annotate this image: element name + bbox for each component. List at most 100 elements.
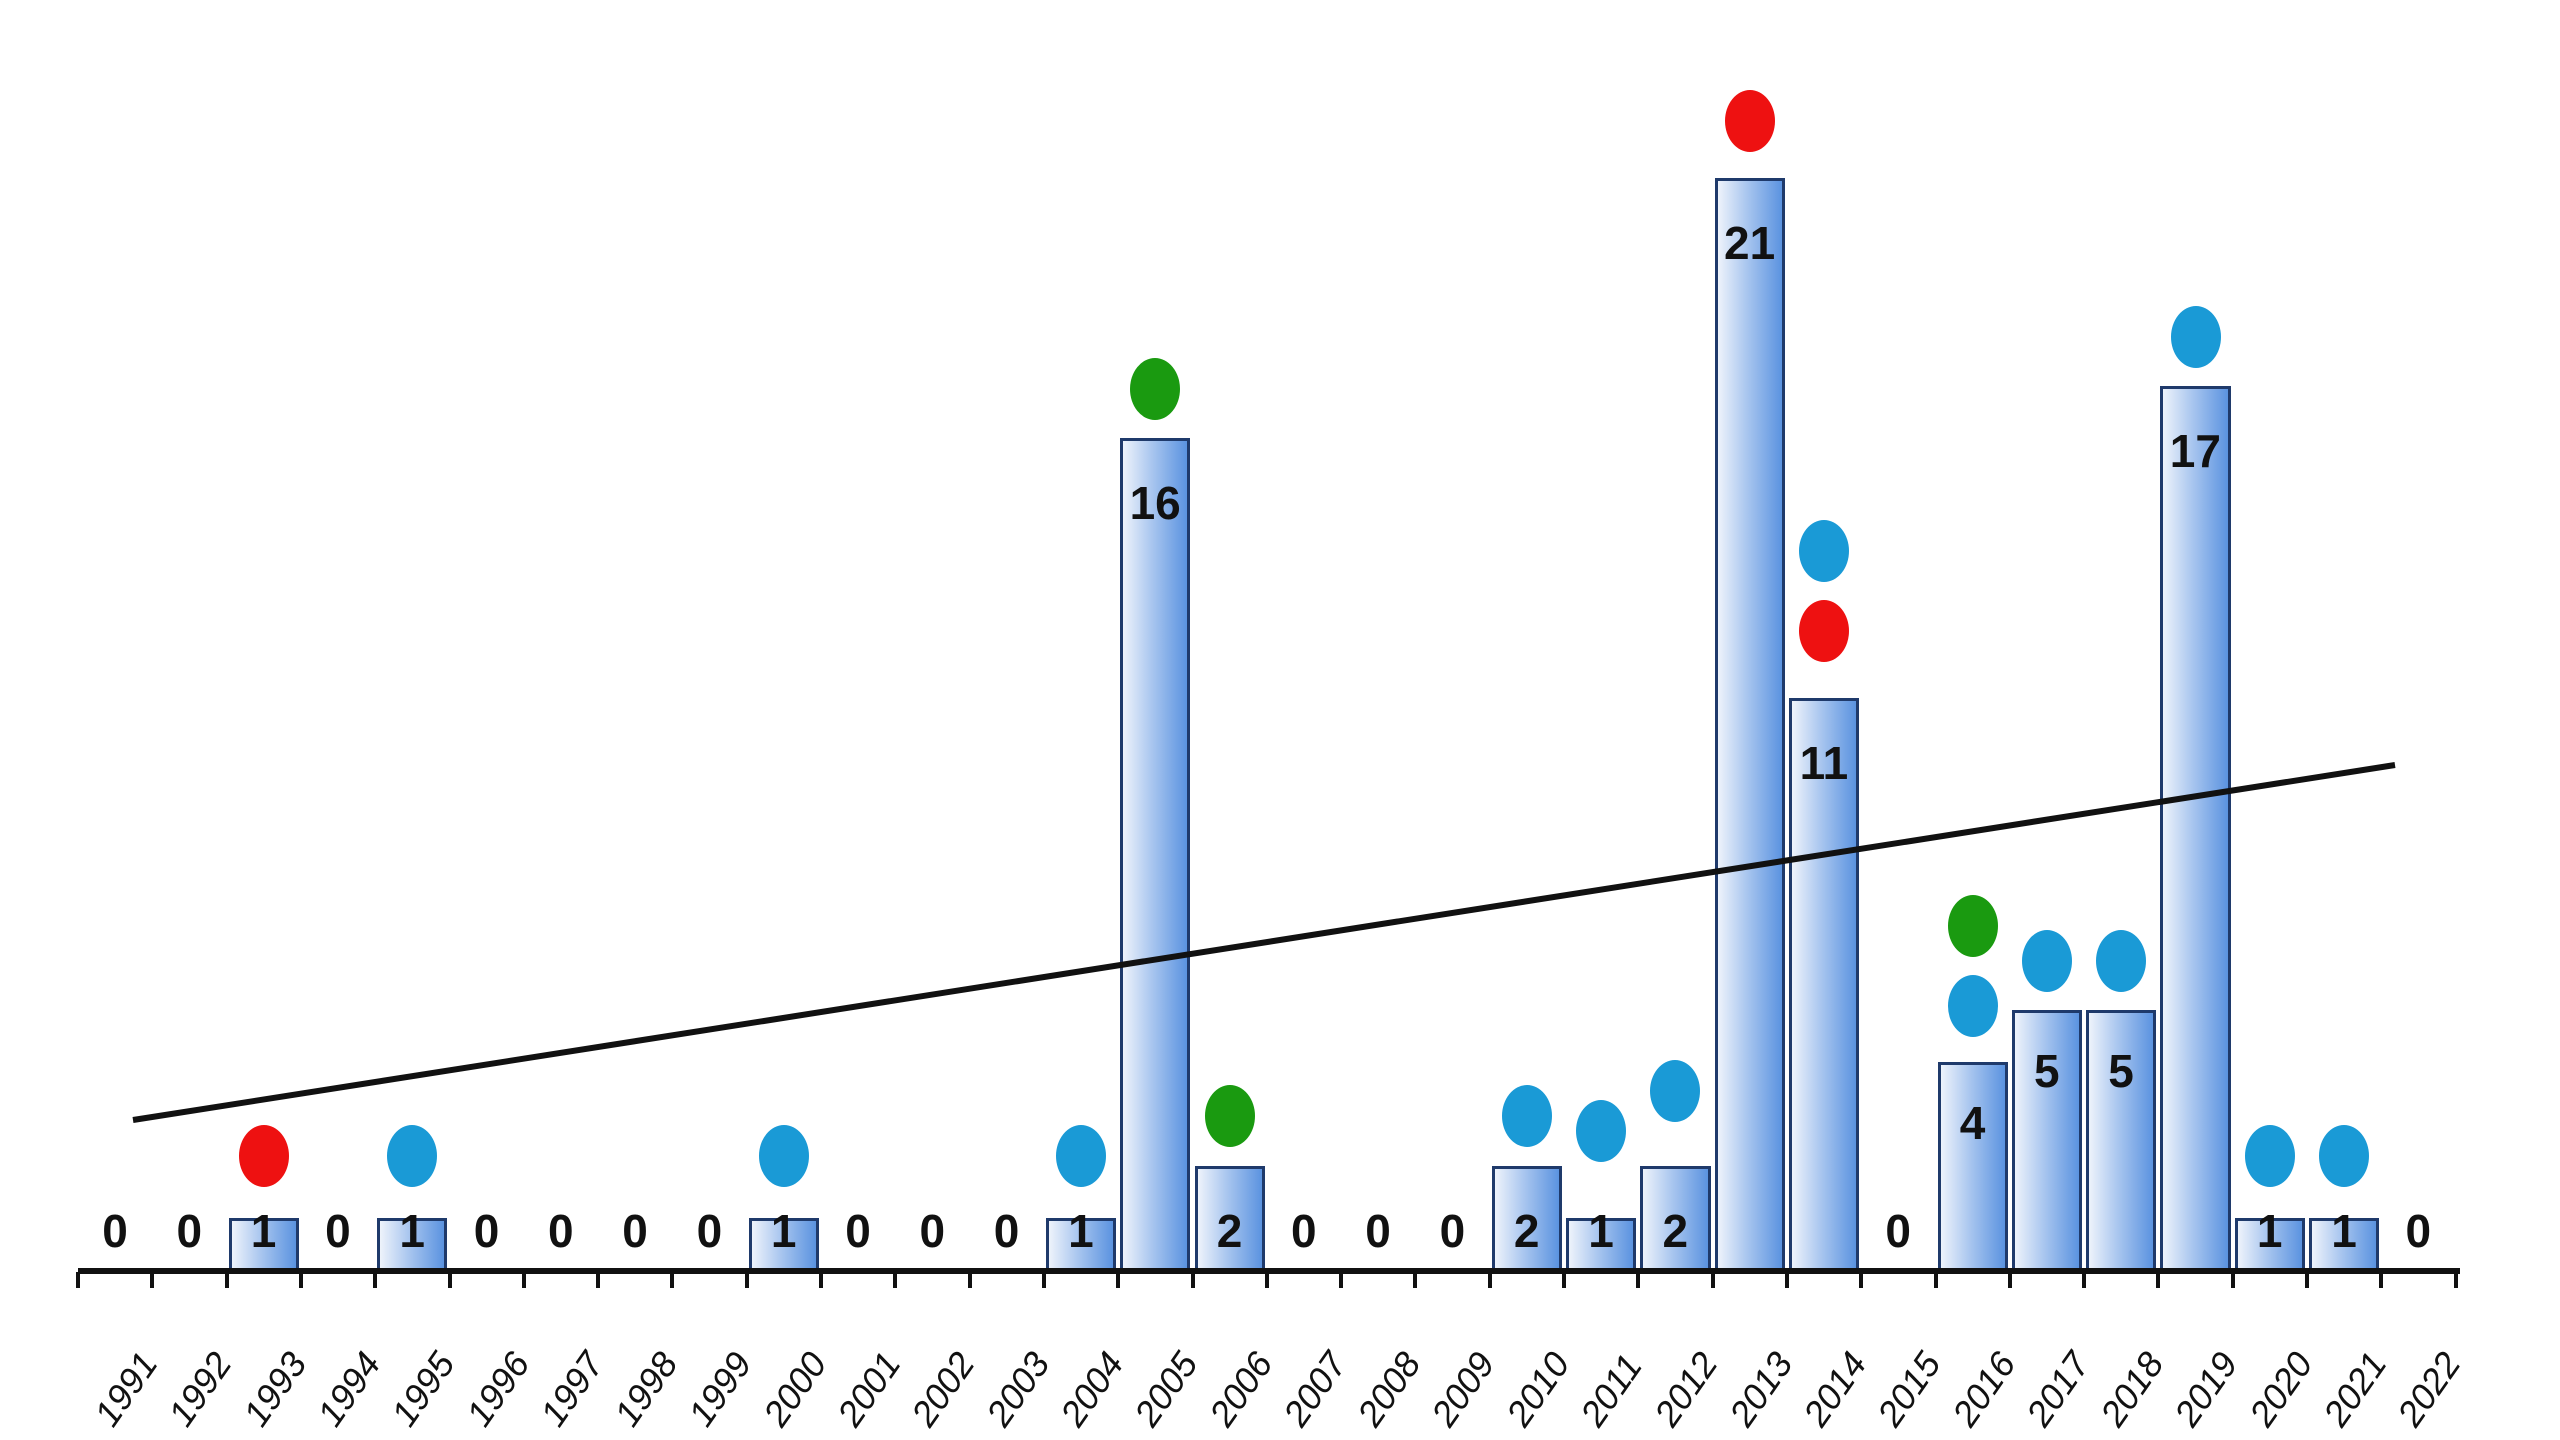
data-label: 21 [1724,217,1776,269]
blue-marker-1995 [387,1125,438,1187]
axis-tick [298,1272,303,1288]
x-tick-label: 2014 [1794,1344,1875,1434]
x-tick-label: 2015 [1869,1344,1949,1434]
data-label: 1 [770,1205,797,1257]
bar-2004 [1045,1218,1117,1270]
x-tick-label: 2002 [903,1344,983,1434]
green-marker-2005 [1130,358,1181,420]
x-tick-label: 2018 [2092,1344,2172,1434]
blue-marker-2000 [758,1125,809,1187]
axis-tick [1190,1272,1195,1288]
bar-2010 [1491,1166,1562,1270]
axis-tick [596,1272,601,1288]
bar-1995 [377,1218,448,1270]
axis-tick [2007,1272,2012,1288]
data-label: 0 [845,1205,871,1257]
x-tick-label: 2003 [977,1344,1058,1434]
x-tick-label: 2012 [1646,1344,1726,1434]
bar-2013 [1714,178,1785,1270]
blue-marker-2016 [1947,975,1998,1037]
data-label: 0 [1439,1205,1466,1257]
data-label: 1 [399,1205,425,1257]
data-label: 1 [2256,1205,2283,1257]
axis-tick [1636,1272,1641,1288]
data-label: 0 [2405,1205,2432,1257]
axis-tick [1933,1272,1938,1288]
data-label: 4 [1959,1097,1986,1149]
axis-tick [744,1272,749,1288]
red-marker-2014 [1799,600,1850,662]
data-label: 5 [2108,1045,2134,1097]
data-label: 0 [1365,1205,1391,1257]
data-label: 0 [473,1205,500,1257]
x-tick-label: 2016 [1943,1344,2024,1434]
axis-tick [2379,1272,2384,1288]
axis-tick [521,1272,526,1288]
red-marker-2013 [1724,90,1775,152]
x-tick-label: 2013 [1720,1344,1801,1434]
data-label: 5 [2034,1045,2060,1097]
blue-marker-2011 [1576,1100,1627,1162]
data-label: 0 [1291,1205,1317,1257]
axis-tick [2156,1272,2161,1288]
axis-tick [819,1272,823,1288]
blue-marker-2020 [2244,1125,2295,1187]
data-label: 2 [1216,1205,1243,1257]
bar-2016 [1937,1062,2008,1270]
green-marker-2006 [1204,1085,1255,1147]
bar-2021 [2309,1218,2380,1270]
data-label: 11 [1799,737,1849,789]
bar-2019 [2160,386,2231,1270]
axis-tick [893,1272,898,1288]
axis-tick [1710,1272,1715,1288]
bar-2020 [2234,1218,2305,1270]
x-tick-label: 1994 [308,1344,389,1434]
axis-tick [967,1272,972,1288]
axis-tick [2305,1272,2309,1288]
data-label: 0 [1885,1205,1911,1257]
x-tick-label: 2011 [1572,1346,1650,1434]
x-tick-label: 2000 [754,1344,835,1434]
data-label: 2 [1662,1205,1689,1257]
bar-1993 [228,1218,299,1270]
data-label: 1 [1588,1205,1614,1257]
bar-2005 [1120,438,1191,1270]
axis-tick [1339,1272,1344,1288]
blue-marker-2021 [2319,1125,2370,1187]
blue-marker-2012 [1650,1060,1701,1122]
axis-tick [150,1272,155,1288]
x-tick-label: 2021 [2315,1344,2395,1434]
bar-2011 [1566,1218,1637,1270]
x-tick-label: 2017 [2017,1344,2098,1434]
x-tick-label: 2001 [829,1344,909,1434]
data-label: 0 [548,1205,574,1257]
axis-tick [1487,1272,1492,1288]
x-tick-label: 2005 [1126,1344,1206,1434]
x-axis [78,1268,2460,1274]
axis-tick [1264,1272,1269,1288]
x-tick-label: 1996 [457,1344,538,1434]
bar-2000 [748,1218,819,1270]
blue-marker-2004 [1056,1125,1107,1187]
x-tick-label: 2007 [1274,1344,1355,1434]
green-marker-2016 [1947,895,1998,957]
axis-tick [1116,1272,1121,1288]
x-tick-label: 2020 [2240,1344,2321,1434]
data-label: 1 [250,1205,277,1257]
data-label: 0 [622,1205,648,1257]
data-label: 2 [1513,1205,1540,1257]
x-tick-label: 1992 [160,1344,240,1434]
red-marker-1993 [238,1125,289,1187]
x-tick-label: 2010 [1497,1344,1578,1434]
bar-2006 [1194,1166,1265,1270]
blue-marker-2010 [1501,1085,1552,1147]
data-label: 16 [1129,477,1181,529]
x-tick-label: 2006 [1200,1344,1281,1434]
x-tick-label: 1998 [606,1344,686,1434]
x-tick-label: 2009 [1423,1344,1503,1434]
axis-tick [2230,1272,2235,1288]
data-label: 0 [993,1205,1020,1257]
axis-tick [373,1272,378,1288]
x-tick-label: 1995 [383,1344,463,1434]
axis-tick [447,1272,452,1288]
